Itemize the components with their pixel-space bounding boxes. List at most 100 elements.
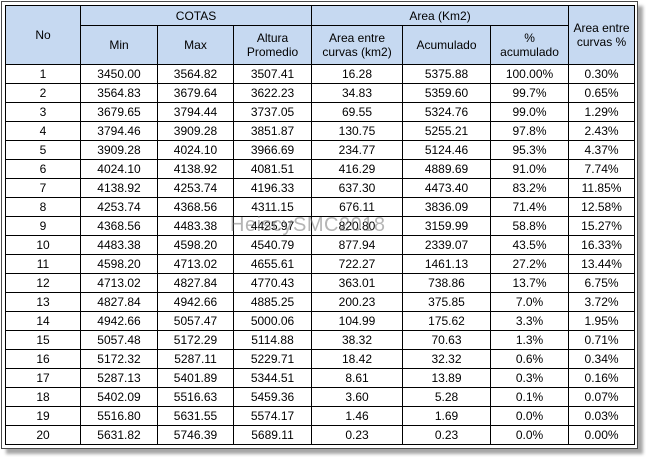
area-pct-line1: Area entre bbox=[573, 21, 630, 35]
cell-area-entre-curvas: 1.46 bbox=[311, 406, 404, 426]
table-row: 7 4138.92 4253.74 4196.33 637.30 4473.40 83.2%… bbox=[5, 178, 636, 198]
cell-altura-promedio: 3507.41 bbox=[232, 64, 313, 84]
cell-no: 3 bbox=[5, 102, 81, 122]
cell-acumulado: 0.23 bbox=[402, 425, 492, 445]
cell-acumulado: 5255.21 bbox=[402, 121, 492, 141]
table-row: 14 4942.66 5057.47 5000.06 104.99 175.62 3.3% 1… bbox=[5, 311, 636, 331]
cell-acumulado: 13.89 bbox=[402, 368, 492, 388]
cell-min: 4598.20 bbox=[80, 254, 158, 274]
pct-acum-line2: acumulado bbox=[500, 45, 559, 59]
cell-pct-acumulado: 3.3% bbox=[490, 311, 570, 331]
cell-altura-promedio: 5574.17 bbox=[232, 406, 313, 426]
table-row: 2 3564.83 3679.64 3622.23 34.83 5359.60 99.7% 0… bbox=[5, 83, 636, 103]
cell-area-pct: 0.34% bbox=[568, 349, 636, 369]
cell-pct-acumulado: 0.6% bbox=[490, 349, 570, 369]
cell-min: 4024.10 bbox=[80, 159, 158, 179]
cell-no: 12 bbox=[5, 273, 81, 293]
cell-min: 4483.38 bbox=[80, 235, 158, 255]
cell-acumulado: 4889.69 bbox=[402, 159, 492, 179]
header-row-bottom: Min Max Altura Promedio Area entre curvas … bbox=[6, 25, 635, 65]
col-header-acumulado: Acumulado bbox=[402, 25, 492, 65]
table-frame: No COTAS Area (Km2) Area entre curvas % M… bbox=[1, 1, 638, 449]
cell-max: 4138.92 bbox=[157, 159, 234, 179]
table-row: 17 5287.13 5401.89 5344.51 8.61 13.89 0.3% 0.16… bbox=[5, 368, 636, 388]
cell-altura-promedio: 5000.06 bbox=[232, 311, 313, 331]
cell-pct-acumulado: 99.0% bbox=[490, 102, 570, 122]
cell-no: 20 bbox=[5, 425, 81, 445]
table-row: 19 5516.80 5631.55 5574.17 1.46 1.69 0.0% 0.03% bbox=[5, 406, 636, 426]
cell-max: 4827.84 bbox=[157, 273, 234, 293]
cell-max: 5287.11 bbox=[157, 349, 234, 369]
cell-pct-acumulado: 91.0% bbox=[490, 159, 570, 179]
col-header-min: Min bbox=[80, 25, 158, 65]
cell-area-pct: 0.07% bbox=[568, 387, 636, 407]
cell-min: 4253.74 bbox=[80, 197, 158, 217]
cell-max: 4483.38 bbox=[157, 216, 234, 236]
cell-pct-acumulado: 71.4% bbox=[490, 197, 570, 217]
cell-altura-promedio: 3622.23 bbox=[232, 83, 313, 103]
cell-max: 4253.74 bbox=[157, 178, 234, 198]
cell-altura-promedio: 5229.71 bbox=[232, 349, 313, 369]
cell-area-pct: 11.85% bbox=[568, 178, 636, 198]
cell-acumulado: 1.69 bbox=[402, 406, 492, 426]
cell-acumulado: 3159.99 bbox=[402, 216, 492, 236]
cell-area-entre-curvas: 104.99 bbox=[311, 311, 404, 331]
cell-pct-acumulado: 97.8% bbox=[490, 121, 570, 141]
altura-line1: Altura bbox=[256, 31, 289, 45]
cell-no: 16 bbox=[5, 349, 81, 369]
cell-max: 3679.64 bbox=[157, 83, 234, 103]
cell-pct-acumulado: 0.0% bbox=[490, 425, 570, 445]
cell-min: 5287.13 bbox=[80, 368, 158, 388]
cell-area-pct: 16.33% bbox=[568, 235, 636, 255]
cell-max: 5401.89 bbox=[157, 368, 234, 388]
cell-area-entre-curvas: 3.60 bbox=[311, 387, 404, 407]
cell-area-pct: 7.74% bbox=[568, 159, 636, 179]
cell-area-pct: 1.95% bbox=[568, 311, 636, 331]
cell-no: 10 bbox=[5, 235, 81, 255]
table-row: 5 3909.28 4024.10 3966.69 234.77 5124.46 95.3%… bbox=[5, 140, 636, 160]
cell-max: 4368.56 bbox=[157, 197, 234, 217]
cell-max: 5172.29 bbox=[157, 330, 234, 350]
cell-area-pct: 1.29% bbox=[568, 102, 636, 122]
cell-area-entre-curvas: 130.75 bbox=[311, 121, 404, 141]
cell-max: 4024.10 bbox=[157, 140, 234, 160]
cell-area-entre-curvas: 34.83 bbox=[311, 83, 404, 103]
cell-acumulado: 175.62 bbox=[402, 311, 492, 331]
cell-area-pct: 0.16% bbox=[568, 368, 636, 388]
cell-altura-promedio: 4885.25 bbox=[232, 292, 313, 312]
cell-pct-acumulado: 27.2% bbox=[490, 254, 570, 274]
cell-altura-promedio: 5344.51 bbox=[232, 368, 313, 388]
cell-acumulado: 32.32 bbox=[402, 349, 492, 369]
cell-no: 4 bbox=[5, 121, 81, 141]
cell-max: 4942.66 bbox=[157, 292, 234, 312]
cell-pct-acumulado: 0.3% bbox=[490, 368, 570, 388]
cell-pct-acumulado: 99.7% bbox=[490, 83, 570, 103]
altura-line2: Promedio bbox=[246, 45, 299, 59]
cell-max: 5746.39 bbox=[157, 425, 234, 445]
table-row: 11 4598.20 4713.02 4655.61 722.27 1461.13 27.2… bbox=[5, 254, 636, 274]
cell-area-entre-curvas: 416.29 bbox=[311, 159, 404, 179]
cell-area-pct: 2.43% bbox=[568, 121, 636, 141]
cell-min: 5172.32 bbox=[80, 349, 158, 369]
cell-no: 18 bbox=[5, 387, 81, 407]
cell-max: 4598.20 bbox=[157, 235, 234, 255]
col-header-altura: Altura Promedio bbox=[232, 25, 313, 65]
cell-area-pct: 12.58% bbox=[568, 197, 636, 217]
cell-no: 2 bbox=[5, 83, 81, 103]
cell-max: 3794.44 bbox=[157, 102, 234, 122]
cell-area-pct: 6.75% bbox=[568, 273, 636, 293]
cell-area-entre-curvas: 16.28 bbox=[311, 64, 404, 84]
cell-no: 6 bbox=[5, 159, 81, 179]
col-header-max: Max bbox=[157, 25, 234, 65]
cell-altura-promedio: 4540.79 bbox=[232, 235, 313, 255]
cell-altura-promedio: 3851.87 bbox=[232, 121, 313, 141]
cell-max: 4713.02 bbox=[157, 254, 234, 274]
cell-min: 4713.02 bbox=[80, 273, 158, 293]
cell-no: 13 bbox=[5, 292, 81, 312]
cell-area-pct: 0.71% bbox=[568, 330, 636, 350]
table-row: 4 3794.46 3909.28 3851.87 130.75 5255.21 97.8%… bbox=[5, 121, 636, 141]
cell-acumulado: 5324.76 bbox=[402, 102, 492, 122]
cell-no: 19 bbox=[5, 406, 81, 426]
cell-altura-promedio: 4311.15 bbox=[232, 197, 313, 217]
col-header-no: No bbox=[5, 5, 81, 65]
